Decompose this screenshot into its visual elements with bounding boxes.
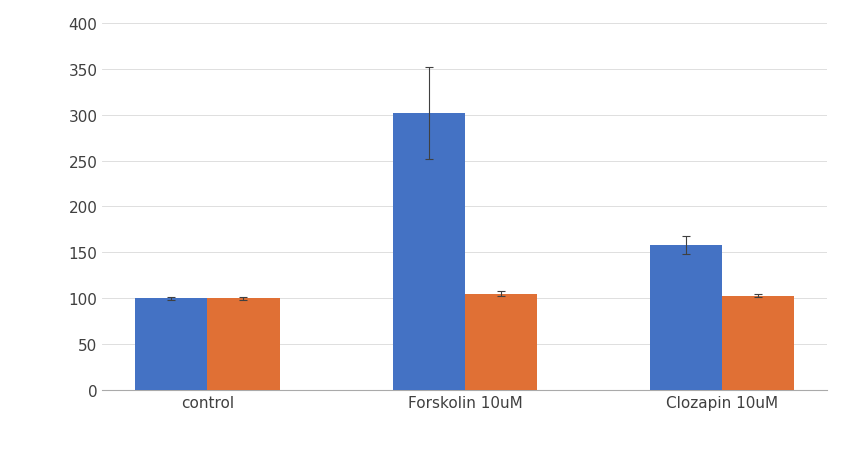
Bar	[135, 299, 207, 390]
Bar	[722, 296, 793, 390]
Bar	[464, 294, 537, 390]
Bar	[207, 299, 279, 390]
Bar	[392, 114, 464, 390]
Bar	[649, 246, 722, 390]
